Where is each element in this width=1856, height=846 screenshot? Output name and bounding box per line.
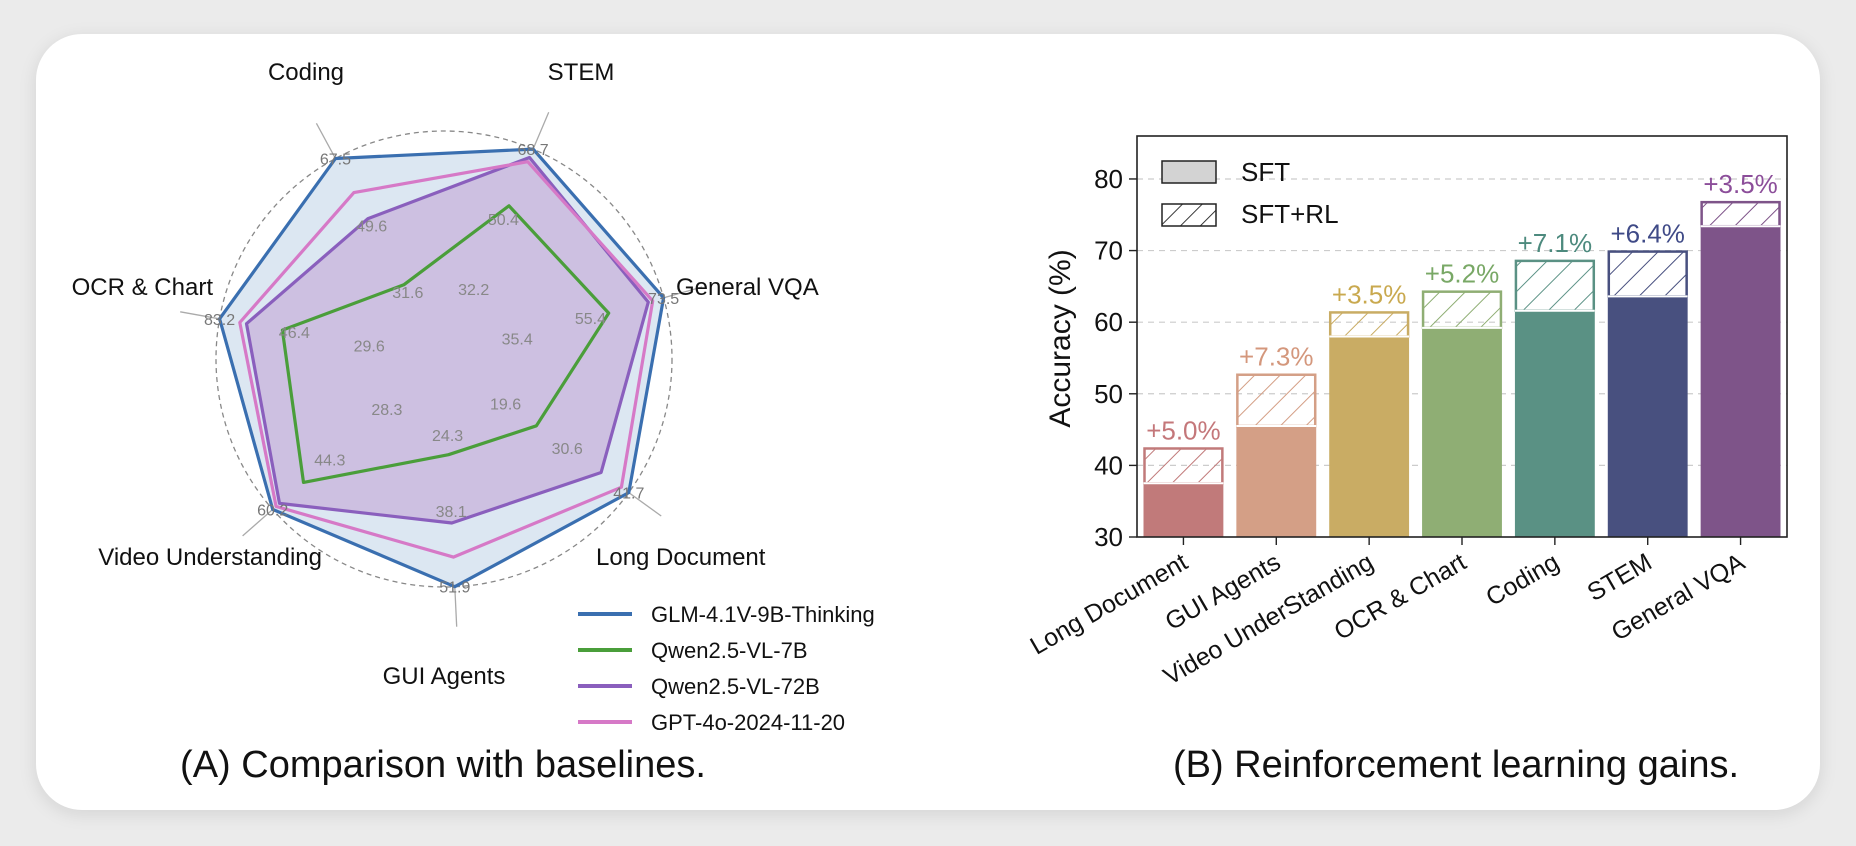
radar-tick-label: 49.6 [356,218,387,235]
legend-label-sft: SFT [1241,157,1290,187]
gain-label-ocr-chart: +5.2% [1425,259,1499,289]
radar-tick-label: 19.6 [490,397,521,414]
x-tick-label-coding: Coding [1481,548,1564,612]
legend-swatch-sft-rl [1161,203,1217,227]
radar-tick-label: 28.3 [371,402,402,419]
radar-max-label-gui-agents: 51.9 [439,580,470,597]
gain-label-long-document: +5.0% [1146,415,1220,445]
radar-tick-label: 32.2 [458,282,489,299]
bar-rl-gain-coding [1514,259,1596,312]
bar-rl-gain-stem [1607,250,1688,298]
radar-tick-label: 29.6 [354,339,385,356]
gain-label-stem: +6.4% [1610,219,1684,249]
plot-frame [1136,135,1788,538]
radar-tick-label: 38.1 [436,504,467,521]
x-tick-label-stem: STEM [1583,548,1657,607]
radar-tick-label: 44.3 [314,452,345,469]
legend-swatch-sft [1161,160,1217,184]
radar-ring-3 [215,130,673,588]
x-tick-label-long-document: Long Document [1026,548,1193,661]
radar-chart: 68.7 73.5 41.7 51.9 60.2 83.2 67.5 32.2 50.4 35.4… [72,59,875,735]
bar-sft-general-vqa [1700,226,1781,537]
bar-sft-video-understanding [1329,336,1410,537]
legend-label-gpt-4o-2024-11-20: GPT-4o-2024-11-20 [651,710,845,735]
radar-tick-label: 31.6 [392,285,423,302]
y-tick-label: 40 [1094,450,1123,480]
radar-tick-label: 55.4 [575,311,606,328]
bar-rl-gain-video-understanding [1328,311,1410,338]
series-qwen2-5-vl-7b-polygon [280,204,611,484]
y-tick-label: 70 [1094,236,1123,266]
radar-max-label-stem: 68.7 [518,142,549,159]
radar-max-label-ocr-chart: 83.2 [204,312,235,329]
radar-max-label-video-understanding: 60.2 [257,502,288,519]
radar-max-label-general-vqa: 73.5 [648,291,679,308]
radar-axis-label-stem: STEM [548,59,615,86]
radar-tick-label: 30.6 [552,441,583,458]
legend-label-qwen2-5-vl-72b: Qwen2.5-VL-72B [651,674,820,699]
radar-axis-label-long-document: Long Document [596,544,766,571]
y-tick-label: 80 [1094,164,1123,194]
bar-rl-gain-ocr-chart [1421,290,1503,330]
bar-sft-gui-agents [1236,426,1317,537]
legend-label-qwen2-5-vl-7b: Qwen2.5-VL-7B [651,638,808,663]
gain-label-coding: +7.1% [1518,228,1592,258]
radar-tick-label: 35.4 [502,332,533,349]
radar-axis-label-gui-agents: GUI Agents [383,663,506,690]
bar-sft-ocr-chart [1422,327,1502,537]
radar-max-label-coding: 67.5 [320,151,351,168]
y-tick-label: 50 [1094,379,1123,409]
legend-label-sft-rl: SFT+RL [1241,199,1339,229]
radar-tick-label: 50.4 [488,212,519,229]
radar-tick-label: 46.4 [279,325,310,342]
bar-sft-long-document [1143,483,1224,537]
legend-label-glm-4-1v-9b-thinking: GLM-4.1V-9B-Thinking [651,602,875,627]
caption-a: (A) Comparison with baselines. [180,744,706,786]
radar-axis-label-coding: Coding [268,59,344,86]
bar-rl-gain-gui-agents [1236,373,1317,428]
radar-axis-label-general-vqa: General VQA [676,274,819,301]
y-tick-label: 30 [1094,522,1123,552]
y-axis-label: Accuracy (%) [1044,249,1077,427]
bar-sft-stem [1607,296,1688,537]
caption-b: (B) Reinforcement learning gains. [1172,744,1740,786]
radar-axis-label-video-understanding: Video Understanding [98,544,322,571]
gain-label-video-understanding: +3.5% [1332,279,1406,309]
y-tick-label: 60 [1094,307,1123,337]
gain-label-gui-agents: +7.3% [1239,342,1313,372]
radar-max-label-long-document: 41.7 [613,486,644,503]
radar-tick-label: 24.3 [432,428,463,445]
gain-label-general-vqa: +3.5% [1703,169,1777,199]
bar-rl-gain-general-vqa [1700,200,1781,228]
radar-axis-label-ocr-chart: OCR & Chart [72,274,214,301]
bar-sft-coding [1514,310,1595,537]
bar-rl-gain-long-document [1143,447,1224,485]
series-gpt-4o-2024-11-20-polygon [238,160,655,559]
